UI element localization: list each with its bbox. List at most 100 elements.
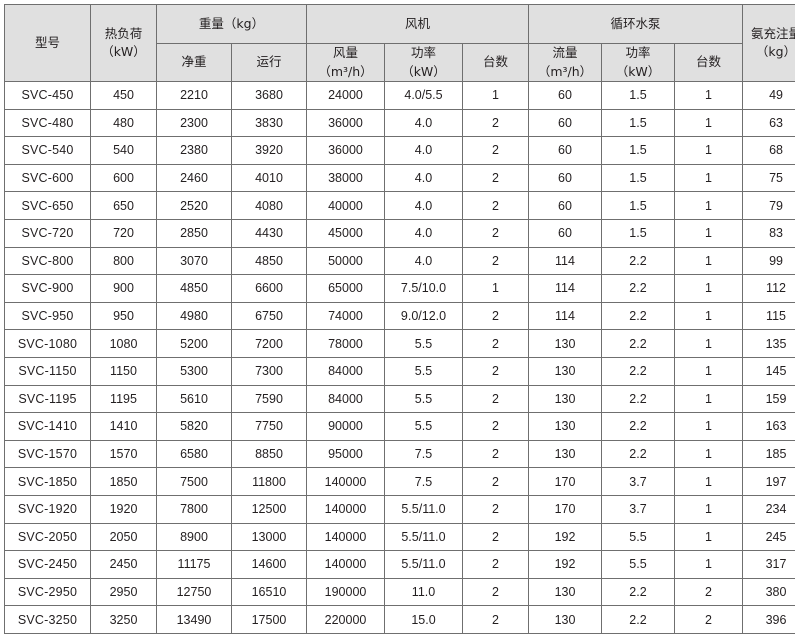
cell-net-weight: 12750 <box>156 577 232 607</box>
column-header-model: 型号 <box>4 4 91 82</box>
cell-net-weight: 7800 <box>156 494 232 524</box>
cell-pump-power: 5.5 <box>601 550 675 579</box>
cell-pump-qty: 1 <box>673 274 744 303</box>
cell-heat-load: 600 <box>90 163 157 193</box>
table-row: SVC-2950 2950 12750 16510 190000 11.0 2 130 2.2 2… <box>4 577 795 607</box>
cell-pump-qty: 1 <box>673 218 744 248</box>
cell-pump-qty: 1 <box>673 550 744 579</box>
cell-fan-airflow: 36000 <box>306 136 385 165</box>
cell-heat-load: 1150 <box>90 356 157 386</box>
cell-fan-qty: 2 <box>462 246 529 276</box>
cell-fan-qty: 2 <box>462 522 529 552</box>
cell-ammonia-charge: 396 <box>742 605 795 634</box>
cell-ammonia-charge: 83 <box>742 218 795 248</box>
cell-heat-load: 1410 <box>90 412 157 441</box>
cell-model: SVC-650 <box>4 191 91 220</box>
cell-net-weight: 5820 <box>156 412 232 441</box>
cell-pump-power: 2.2 <box>601 301 675 331</box>
cell-pump-power: 2.2 <box>601 412 675 441</box>
cell-fan-airflow: 190000 <box>306 577 385 607</box>
cell-pump-flow: 130 <box>528 439 602 469</box>
cell-pump-flow: 130 <box>528 384 602 414</box>
cell-pump-power: 2.2 <box>601 329 675 358</box>
cell-fan-power: 5.5 <box>384 329 463 358</box>
table-body: SVC-45045022103680240004.0/5.51601.51495… <box>4 81 795 634</box>
cell-fan-airflow: 24000 <box>306 81 385 110</box>
cell-run-weight: 6750 <box>231 301 307 331</box>
cell-pump-power: 2.2 <box>601 605 675 634</box>
cell-pump-power: 1.5 <box>601 136 675 165</box>
cell-net-weight: 8900 <box>156 522 232 552</box>
cell-fan-power: 4.0 <box>384 108 463 138</box>
cell-ammonia-charge: 49 <box>742 81 795 110</box>
cell-net-weight: 5200 <box>156 329 232 358</box>
cell-model: SVC-600 <box>4 163 91 193</box>
cell-run-weight: 7200 <box>231 329 307 358</box>
cell-pump-power: 1.5 <box>601 81 675 110</box>
cell-fan-airflow: 140000 <box>306 550 385 579</box>
cell-pump-power: 2.2 <box>601 384 675 414</box>
cell-fan-airflow: 140000 <box>306 494 385 524</box>
cell-fan-power: 5.5 <box>384 384 463 414</box>
cell-net-weight: 4850 <box>156 274 232 303</box>
cell-heat-load: 2950 <box>90 577 157 607</box>
cell-pump-qty: 1 <box>673 136 744 165</box>
cell-model: SVC-800 <box>4 246 91 276</box>
cell-fan-qty: 1 <box>462 81 529 110</box>
cell-pump-qty: 1 <box>673 494 744 524</box>
cell-fan-qty: 2 <box>462 550 529 579</box>
equipment-specification-table: 型号 热负荷 （kW） 重量（kg） 风机 循环水泵 氨充注量 （kg） 耗水量… <box>4 4 795 634</box>
cell-heat-load: 950 <box>90 301 157 331</box>
cell-pump-flow: 60 <box>528 81 602 110</box>
cell-fan-qty: 2 <box>462 412 529 441</box>
cell-fan-airflow: 78000 <box>306 329 385 358</box>
cell-run-weight: 7590 <box>231 384 307 414</box>
cell-pump-flow: 130 <box>528 329 602 358</box>
cell-pump-power: 5.5 <box>601 522 675 552</box>
cell-run-weight: 11800 <box>231 467 307 496</box>
cell-pump-qty: 1 <box>673 329 744 358</box>
table-row: SVC-45045022103680240004.0/5.51601.51495… <box>4 81 795 110</box>
cell-pump-flow: 170 <box>528 467 602 496</box>
table-row: SVC-1850 1850 7500 11800 140000 7.5 2 170 3.7 1 19… <box>4 467 795 496</box>
cell-fan-airflow: 140000 <box>306 467 385 496</box>
cell-fan-power: 5.5 <box>384 356 463 386</box>
cell-fan-qty: 2 <box>462 218 529 248</box>
cell-ammonia-charge: 145 <box>742 356 795 386</box>
cell-run-weight: 4430 <box>231 218 307 248</box>
table-row: SVC-1570157065808850950007.521302.211851… <box>4 439 795 469</box>
cell-run-weight: 16510 <box>231 577 307 607</box>
cell-ammonia-charge: 317 <box>742 550 795 579</box>
table-row: SVC-950 950 4980 6750 74000 9.0/12.0 2 114 2.2 1 1… <box>4 301 795 331</box>
cell-net-weight: 2850 <box>156 218 232 248</box>
cell-fan-power: 7.5 <box>384 467 463 496</box>
cell-heat-load: 1850 <box>90 467 157 496</box>
cell-run-weight: 12500 <box>231 494 307 524</box>
cell-heat-load: 1080 <box>90 329 157 358</box>
cell-fan-airflow: 84000 <box>306 384 385 414</box>
cell-pump-qty: 1 <box>673 301 744 331</box>
cell-net-weight: 13490 <box>156 605 232 634</box>
cell-heat-load: 540 <box>90 136 157 165</box>
cell-net-weight: 5300 <box>156 356 232 386</box>
cell-pump-power: 2.2 <box>601 274 675 303</box>
column-header-pump-power: 功率 （kW） <box>601 43 675 82</box>
cell-ammonia-charge: 197 <box>742 467 795 496</box>
cell-pump-power: 2.2 <box>601 246 675 276</box>
cell-pump-power: 2.2 <box>601 439 675 469</box>
cell-model: SVC-950 <box>4 301 91 331</box>
cell-model: SVC-1570 <box>4 439 91 469</box>
cell-fan-power: 7.5/10.0 <box>384 274 463 303</box>
cell-fan-airflow: 36000 <box>306 108 385 138</box>
table-row: SVC-2450 2450 11175 14600 140000 5.5/11.0 2 192… <box>4 550 795 579</box>
cell-model: SVC-1080 <box>4 329 91 358</box>
cell-pump-flow: 130 <box>528 605 602 634</box>
cell-pump-flow: 60 <box>528 191 602 220</box>
cell-pump-flow: 114 <box>528 274 602 303</box>
cell-pump-flow: 192 <box>528 550 602 579</box>
cell-heat-load: 450 <box>90 81 157 110</box>
cell-fan-qty: 2 <box>462 356 529 386</box>
cell-fan-power: 4.0 <box>384 246 463 276</box>
cell-pump-power: 3.7 <box>601 494 675 524</box>
